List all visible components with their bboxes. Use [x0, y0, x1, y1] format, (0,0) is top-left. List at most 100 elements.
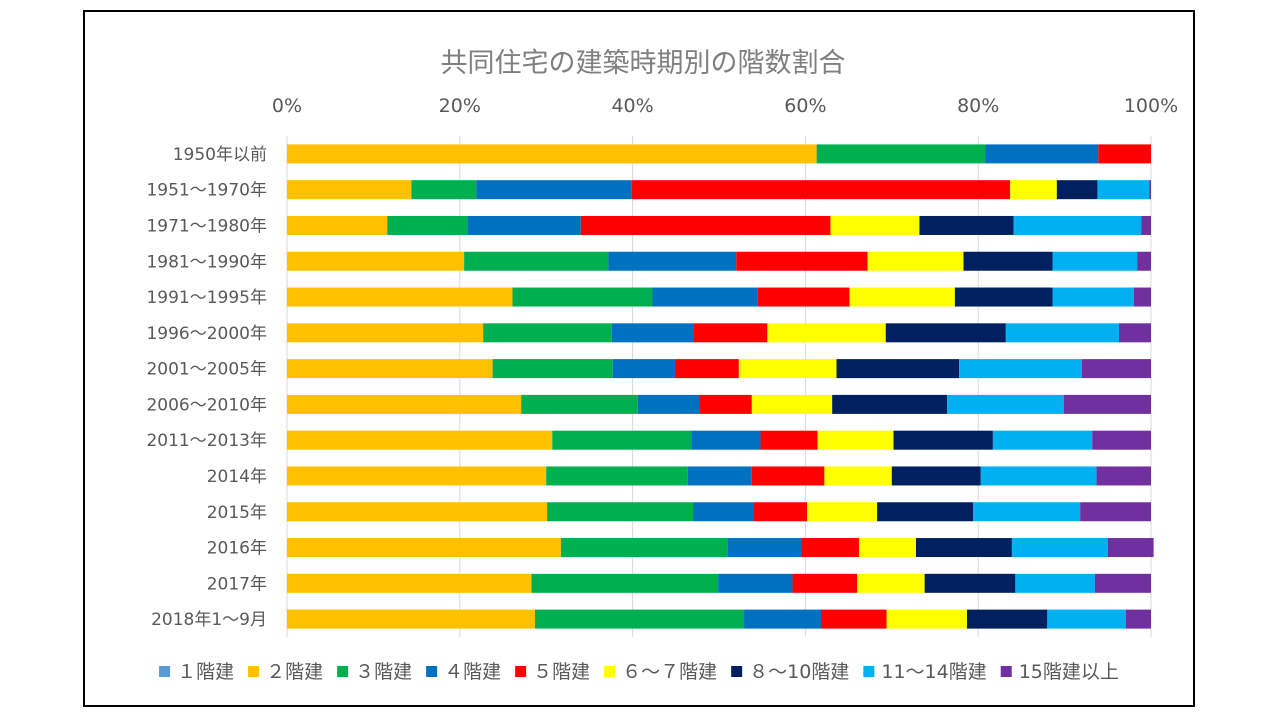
- chart-svg: 共同住宅の建築時期別の階数割合 0% 20% 40% 60% 80% 100% 1950年…: [146, 48, 1178, 683]
- legend: １階建 ２階建 ３階建 ４階建 ５階建 ６～７階建 ８～10階建 11～14階建 15階建以上: [159, 661, 1119, 683]
- legend-swatch: [515, 666, 527, 677]
- category-label: 1996～2000年: [146, 324, 267, 344]
- bar-segment: [1052, 287, 1134, 307]
- bar-segment: [608, 251, 737, 271]
- bar-segment: [959, 359, 1082, 379]
- category-label: 2011～2013年: [146, 431, 267, 451]
- bar-segment: [1063, 394, 1151, 414]
- category-labels: 1950年以前 1951～1970年 1971～1980年 1981～1990年 199…: [146, 145, 267, 630]
- bar-segment: [1010, 180, 1057, 200]
- bar-segment: [287, 502, 548, 522]
- bar-segment: [287, 251, 465, 271]
- bar-segment: [801, 538, 859, 558]
- bar-segment: [924, 573, 1016, 593]
- category-label: 2001～2005年: [146, 360, 267, 380]
- bar-layer: [287, 144, 1154, 629]
- bar-segment: [611, 323, 694, 343]
- x-tick-labels: 0% 20% 40% 60% 80% 100%: [272, 95, 1178, 117]
- bar-segment: [547, 502, 694, 522]
- bar-segment: [1052, 251, 1138, 271]
- legend-swatch: [604, 666, 616, 677]
- category-label: 1991～1995年: [146, 288, 267, 308]
- legend-item: 11～14階建: [863, 661, 987, 683]
- legend-item: ８～10階建: [731, 661, 849, 683]
- legend-label: １階建: [177, 661, 234, 683]
- bar-segment: [985, 144, 1099, 164]
- bar-segment: [885, 323, 1006, 343]
- bar-segment: [738, 359, 837, 379]
- bar-segment: [832, 394, 948, 414]
- bar-segment: [464, 251, 609, 271]
- bar-segment: [744, 609, 821, 629]
- category-label: 2016年: [207, 539, 267, 559]
- bar-segment: [287, 180, 412, 200]
- legend-swatch: [1000, 666, 1012, 677]
- chart-title: 共同住宅の建築時期別の階数割合: [441, 48, 846, 79]
- bar-segment: [1098, 144, 1151, 164]
- bar-segment: [1149, 180, 1151, 200]
- bar-segment: [546, 466, 688, 486]
- bar-segment: [693, 502, 754, 522]
- legend-item: ２階建: [248, 661, 323, 683]
- bar-segment: [751, 394, 833, 414]
- legend-item: ４階建: [426, 661, 501, 683]
- bar-segment: [915, 538, 1012, 558]
- bar-segment: [816, 144, 986, 164]
- legend-item: 15階建以上: [1000, 661, 1119, 683]
- bar-segment: [760, 430, 818, 450]
- x-tick-label: 80%: [957, 95, 999, 117]
- legend-label: ２階建: [266, 661, 323, 683]
- x-tick-label: 20%: [439, 95, 481, 117]
- legend-item: １階建: [159, 661, 234, 683]
- bar-segment: [919, 215, 1014, 235]
- bar-segment: [287, 359, 493, 379]
- bar-segment: [699, 394, 752, 414]
- bar-segment: [1097, 180, 1150, 200]
- bar-segment: [287, 538, 561, 558]
- legend-label: 11～14階建: [881, 661, 986, 683]
- legend-label: ８～10階建: [749, 661, 849, 683]
- bar-segment: [521, 394, 638, 414]
- bar-segment: [767, 323, 886, 343]
- bar-segment: [483, 323, 612, 343]
- bar-segment: [631, 180, 1011, 200]
- bar-segment: [287, 609, 535, 629]
- bar-segment: [1125, 609, 1151, 629]
- bar-segment: [512, 287, 653, 307]
- bar-segment: [580, 215, 831, 235]
- bar-segment: [992, 430, 1093, 450]
- bar-segment: [287, 144, 817, 164]
- legend-swatch: [731, 666, 743, 677]
- bar-segment: [867, 251, 964, 271]
- bar-segment: [1005, 323, 1120, 343]
- category-label: 2018年1～9月: [151, 610, 267, 630]
- bar-segment: [877, 502, 974, 522]
- bar-segment: [973, 502, 1081, 522]
- bar-segment: [1081, 359, 1151, 379]
- legend-label: ４階建: [444, 661, 501, 683]
- bar-segment: [1015, 573, 1095, 593]
- x-tick-label: 40%: [611, 95, 653, 117]
- bar-segment: [637, 394, 700, 414]
- bar-segment: [476, 180, 632, 200]
- bar-segment: [552, 430, 692, 450]
- bar-segment: [467, 215, 581, 235]
- category-label: 1971～1980年: [146, 216, 267, 236]
- category-label: 2015年: [207, 503, 267, 523]
- bar-segment: [1056, 180, 1098, 200]
- bar-segment: [411, 180, 477, 200]
- legend-item: ３階建: [337, 661, 412, 683]
- bar-segment: [287, 323, 484, 343]
- bar-segment: [693, 323, 768, 343]
- bar-segment: [652, 287, 758, 307]
- bar-segment: [1094, 573, 1151, 593]
- bar-segment: [836, 359, 960, 379]
- category-label: 1981～1990年: [146, 252, 267, 272]
- bar-segment: [817, 430, 894, 450]
- bar-segment: [492, 359, 613, 379]
- bar-segment: [1119, 323, 1151, 343]
- bar-segment: [387, 215, 468, 235]
- bar-segment: [980, 466, 1097, 486]
- category-label: 2017年: [207, 574, 267, 594]
- bar-segment: [1013, 215, 1142, 235]
